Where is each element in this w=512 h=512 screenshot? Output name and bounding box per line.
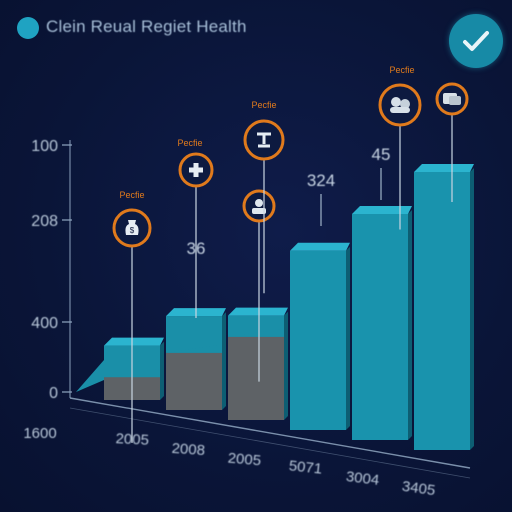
chat-icon [435,82,469,116]
bars [76,164,474,450]
bar [104,337,164,400]
person-icon [242,189,276,223]
x-axis-line [69,397,471,469]
bar-ramp [76,360,104,392]
marker-label: Pecfie [389,65,414,75]
y-tick-label: 0 [49,385,58,402]
checkmark-icon [463,31,489,51]
bar-gray-segment [166,352,222,410]
labels: 36 324 45 [187,145,391,258]
y-tick-label: 208 [31,213,58,230]
stethoscope-icon [243,119,285,161]
x-tick-label: 2005 [227,450,262,470]
data-label: 45 [372,145,391,164]
title-dot-icon [17,17,39,39]
bar [414,164,474,450]
svg-text:$: $ [130,226,135,235]
x-tick-label: 1600 [23,425,56,442]
y-tick-label: 400 [31,315,58,332]
bar [228,307,288,420]
bar-gray-segment [228,336,284,420]
x-tick-label: 2008 [171,440,205,459]
bar [290,242,350,430]
marker-label: Pecfie [119,190,144,200]
plus-icon [178,152,214,188]
x-axis-shadow-line [69,407,471,479]
marker-label: Pecfie [251,100,276,110]
markers: $ Pecfie Pecfie Pecfie Pecfie [112,65,469,443]
marker-label: Pecfie [177,138,202,148]
x-tick-label: 3405 [401,478,436,499]
bar [352,206,412,440]
x-tick-label: 3004 [345,468,380,489]
team-icon [378,83,422,127]
data-label: 324 [307,171,335,190]
data-label: 36 [187,239,206,258]
checkmark-button[interactable] [449,14,503,68]
chart-title: Clein Reual Regiet Health [46,17,247,36]
y-tick-label: 100 [31,138,58,155]
bar [166,308,226,410]
money-bag-icon: $ [112,208,152,248]
x-tick-label: 5071 [288,457,323,477]
